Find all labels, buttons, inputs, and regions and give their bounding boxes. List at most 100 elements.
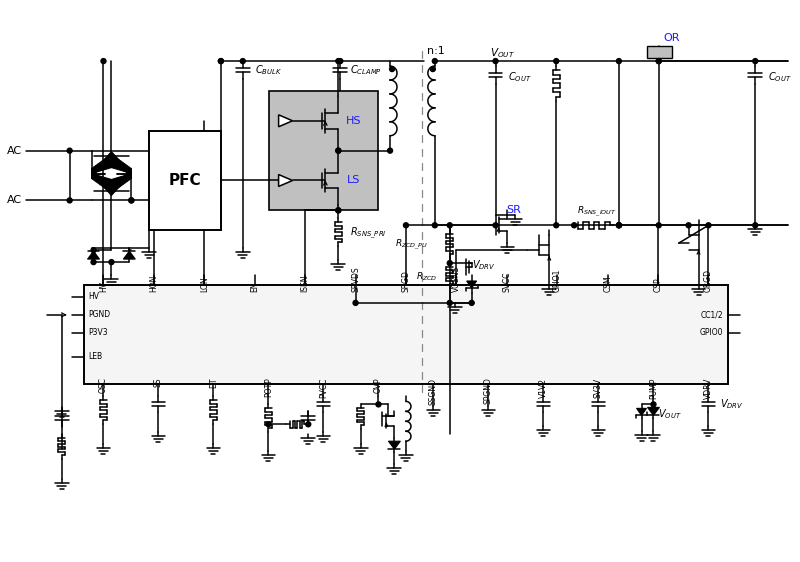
Text: $R_{SNS\_IOUT}$: $R_{SNS\_IOUT}$ (577, 204, 617, 219)
Text: $C_{BULK}$: $C_{BULK}$ (254, 63, 282, 77)
Circle shape (218, 58, 223, 64)
Circle shape (403, 223, 409, 228)
Text: $C_{OUT}$: $C_{OUT}$ (509, 70, 532, 84)
Circle shape (387, 148, 393, 153)
Polygon shape (91, 152, 111, 174)
Text: OVP: OVP (374, 378, 383, 393)
Polygon shape (647, 407, 659, 415)
Circle shape (617, 223, 622, 228)
Circle shape (706, 223, 711, 228)
Text: LS: LS (346, 175, 360, 185)
Text: HON: HON (150, 275, 158, 292)
Circle shape (651, 402, 656, 407)
Text: LON: LON (200, 277, 209, 292)
Circle shape (447, 223, 452, 228)
Text: n:1: n:1 (427, 46, 445, 56)
Circle shape (656, 58, 662, 64)
Text: $R_{ZCD\_PU}$: $R_{ZCD\_PU}$ (394, 238, 428, 252)
Text: AC: AC (6, 146, 22, 156)
Circle shape (656, 223, 662, 228)
Text: $C_{CLAMP}$: $C_{CLAMP}$ (350, 63, 382, 77)
Circle shape (240, 58, 246, 64)
Text: $V_{OUT}$: $V_{OUT}$ (658, 407, 682, 422)
Circle shape (447, 301, 452, 305)
Text: PFC: PFC (169, 173, 202, 188)
Polygon shape (637, 409, 646, 415)
Circle shape (336, 148, 341, 153)
Circle shape (617, 223, 622, 228)
Circle shape (432, 58, 438, 64)
Circle shape (617, 223, 622, 228)
Polygon shape (91, 156, 110, 179)
Text: DT: DT (209, 378, 218, 388)
Text: $V_{DRV}$: $V_{DRV}$ (721, 397, 744, 411)
Text: LEB: LEB (89, 352, 102, 361)
Text: HS: HS (346, 116, 361, 126)
Circle shape (617, 58, 622, 64)
Text: SVCC: SVCC (502, 271, 511, 292)
Text: VOSNS: VOSNS (452, 266, 461, 292)
Polygon shape (466, 281, 477, 288)
Text: SPGND: SPGND (484, 378, 493, 405)
Text: CSP: CSP (654, 277, 662, 292)
Circle shape (493, 58, 498, 64)
Circle shape (91, 260, 96, 265)
Circle shape (376, 402, 381, 407)
Circle shape (336, 58, 341, 64)
Circle shape (91, 248, 96, 253)
Circle shape (67, 198, 72, 203)
Circle shape (753, 223, 758, 228)
Circle shape (129, 198, 134, 203)
Circle shape (430, 66, 435, 71)
Circle shape (336, 148, 341, 153)
Polygon shape (278, 175, 293, 187)
Bar (150, 131, 221, 230)
Text: $V_{OUT}$: $V_{OUT}$ (490, 46, 514, 60)
Text: GPIO1: GPIO1 (553, 269, 562, 292)
Polygon shape (123, 251, 135, 259)
Circle shape (753, 58, 758, 64)
Text: PGND: PGND (89, 310, 110, 319)
Circle shape (129, 198, 134, 203)
Text: PVCC: PVCC (319, 378, 328, 398)
Circle shape (101, 58, 106, 64)
Text: SR: SR (506, 205, 522, 215)
Circle shape (338, 58, 342, 64)
Polygon shape (91, 169, 110, 192)
Circle shape (493, 223, 498, 228)
Text: GPIO0: GPIO0 (700, 328, 723, 337)
Polygon shape (114, 156, 131, 179)
Text: V1V2: V1V2 (539, 378, 548, 397)
Circle shape (353, 301, 358, 305)
Text: PUMP: PUMP (649, 378, 658, 399)
Circle shape (432, 223, 438, 228)
Bar (646, 46, 672, 58)
Circle shape (218, 58, 223, 64)
Circle shape (109, 260, 114, 265)
Polygon shape (111, 174, 131, 196)
Polygon shape (87, 251, 99, 259)
Circle shape (266, 422, 271, 427)
Text: $V_{DRV}$: $V_{DRV}$ (472, 258, 495, 272)
Text: SS: SS (154, 378, 163, 387)
Text: EN: EN (250, 282, 259, 292)
Text: SV3V: SV3V (594, 378, 603, 398)
Text: SSGND: SSGND (429, 378, 438, 405)
Text: SRVDS: SRVDS (351, 266, 360, 292)
Circle shape (390, 66, 394, 71)
Text: ORGD: ORGD (704, 269, 713, 292)
Text: $R_{ZCD}$: $R_{ZCD}$ (416, 271, 438, 283)
Circle shape (447, 261, 452, 266)
Polygon shape (114, 169, 131, 192)
Text: POTP: POTP (264, 378, 273, 397)
Circle shape (306, 422, 310, 427)
Text: CSM: CSM (603, 275, 612, 292)
Bar (83, 285, 728, 384)
Text: $R_{SNS\_PRI}$: $R_{SNS\_PRI}$ (350, 225, 387, 241)
Circle shape (336, 208, 341, 213)
Polygon shape (389, 441, 400, 449)
Text: AC: AC (6, 196, 22, 205)
Circle shape (572, 223, 577, 228)
Circle shape (554, 58, 558, 64)
Text: OR: OR (664, 33, 680, 43)
